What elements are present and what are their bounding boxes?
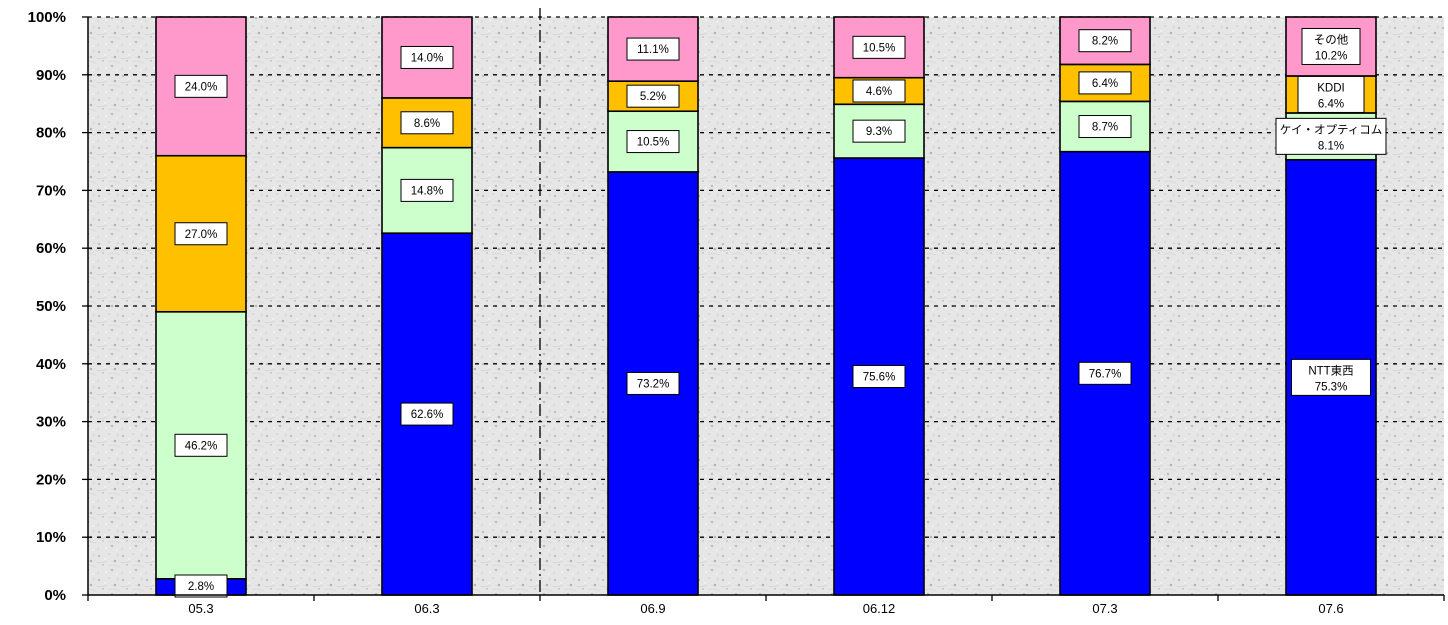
x-tick-label: 06.9 bbox=[640, 601, 665, 616]
value-label: 75.6% bbox=[863, 372, 896, 384]
data-label: 27.0% bbox=[174, 222, 228, 246]
data-label-box bbox=[400, 111, 454, 135]
data-label: 4.6% bbox=[852, 79, 906, 103]
value-label: 62.6% bbox=[411, 409, 444, 421]
data-label: 8.2% bbox=[1078, 29, 1132, 53]
data-label: 14.8% bbox=[400, 178, 454, 202]
series-name-label: ケイ・オプティコム bbox=[1280, 123, 1383, 136]
data-label: 8.7% bbox=[1078, 115, 1132, 139]
data-label-box bbox=[1078, 71, 1132, 95]
data-label-box bbox=[1275, 117, 1387, 155]
data-label: 9.3% bbox=[852, 119, 906, 143]
data-label: KDDI 6.4% bbox=[1297, 75, 1365, 113]
data-label: 76.7% bbox=[1078, 361, 1132, 385]
x-tick-label: 05.3 bbox=[188, 601, 213, 616]
series-name-label: NTT東西 bbox=[1308, 364, 1353, 377]
value-label: 76.7% bbox=[1089, 368, 1122, 380]
data-label-box bbox=[1078, 29, 1132, 53]
data-label-box bbox=[1078, 361, 1132, 385]
value-label: 8.6% bbox=[414, 118, 440, 130]
value-label: 8.7% bbox=[1092, 122, 1118, 134]
data-label: 6.4% bbox=[1078, 71, 1132, 95]
data-label-box bbox=[852, 35, 906, 59]
value-label: 46.2% bbox=[185, 440, 218, 452]
data-label: 75.6% bbox=[852, 365, 906, 389]
data-label-box bbox=[174, 574, 228, 598]
data-label-box bbox=[1078, 115, 1132, 139]
data-label: 10.5% bbox=[626, 130, 680, 154]
value-label: 14.8% bbox=[411, 185, 444, 197]
x-tick-label: 07.3 bbox=[1092, 601, 1117, 616]
y-tick-label: 30% bbox=[36, 414, 66, 431]
data-label: 46.2% bbox=[174, 433, 228, 457]
y-tick-label: 50% bbox=[36, 298, 66, 315]
data-label: ケイ・オプティコム 8.1% bbox=[1275, 117, 1387, 155]
value-label: 2.8% bbox=[188, 581, 214, 593]
value-label: 10.5% bbox=[863, 42, 896, 54]
y-tick-label: 40% bbox=[36, 356, 66, 373]
data-label-box bbox=[1297, 75, 1365, 113]
value-label: 27.0% bbox=[185, 229, 218, 241]
data-label-box bbox=[626, 84, 680, 108]
data-label: 10.5% bbox=[852, 35, 906, 59]
value-label: 9.3% bbox=[866, 126, 892, 138]
data-label: 8.6% bbox=[400, 111, 454, 135]
data-label: 5.2% bbox=[626, 84, 680, 108]
y-tick-label: 90% bbox=[36, 67, 66, 84]
x-tick-label: 07.6 bbox=[1318, 601, 1343, 616]
series-name-label: その他 bbox=[1314, 33, 1349, 46]
data-label-box bbox=[400, 45, 454, 69]
data-label: 14.0% bbox=[400, 45, 454, 69]
data-label-box bbox=[852, 79, 906, 103]
data-label-box bbox=[174, 433, 228, 457]
data-label-box bbox=[852, 365, 906, 389]
value-label: 75.3% bbox=[1315, 381, 1348, 393]
data-label-box bbox=[174, 222, 228, 246]
value-label: 6.4% bbox=[1318, 98, 1344, 110]
value-label: 8.2% bbox=[1092, 36, 1118, 48]
y-tick-label: 70% bbox=[36, 182, 66, 199]
y-tick-label: 0% bbox=[44, 587, 66, 604]
value-label: 24.0% bbox=[185, 81, 218, 93]
y-tick-label: 80% bbox=[36, 125, 66, 142]
y-tick-label: 60% bbox=[36, 240, 66, 257]
data-label-box bbox=[400, 178, 454, 202]
x-tick-label: 06.3 bbox=[414, 601, 439, 616]
data-label: その他 10.2% bbox=[1301, 27, 1361, 65]
data-label-box bbox=[174, 74, 228, 98]
value-label: 6.4% bbox=[1092, 78, 1118, 90]
value-label: 10.5% bbox=[637, 137, 670, 149]
value-label: 8.1% bbox=[1318, 140, 1344, 152]
y-tick-label: 100% bbox=[28, 9, 66, 26]
data-label-box bbox=[400, 402, 454, 426]
series-name-label: KDDI bbox=[1317, 82, 1344, 94]
value-label: 5.2% bbox=[640, 91, 666, 103]
value-label: 73.2% bbox=[637, 378, 670, 390]
data-label-box bbox=[626, 130, 680, 154]
value-label: 4.6% bbox=[866, 86, 892, 98]
data-label: NTT東西 75.3% bbox=[1291, 358, 1371, 396]
x-tick-label: 06.12 bbox=[863, 601, 896, 616]
y-tick-label: 10% bbox=[36, 529, 66, 546]
y-tick-label: 20% bbox=[36, 471, 66, 488]
data-label: 73.2% bbox=[626, 371, 680, 395]
data-label-box bbox=[852, 119, 906, 143]
data-label-box bbox=[1291, 358, 1371, 396]
value-label: 10.2% bbox=[1315, 50, 1348, 62]
data-label-box bbox=[1301, 27, 1361, 65]
data-label: 62.6% bbox=[400, 402, 454, 426]
data-label-box bbox=[626, 371, 680, 395]
data-label-box bbox=[626, 37, 680, 61]
data-label: 11.1% bbox=[626, 37, 680, 61]
data-label: 2.8% bbox=[174, 574, 228, 598]
value-label: 11.1% bbox=[637, 44, 669, 56]
data-label: 24.0% bbox=[174, 74, 228, 98]
value-label: 14.0% bbox=[411, 52, 444, 64]
